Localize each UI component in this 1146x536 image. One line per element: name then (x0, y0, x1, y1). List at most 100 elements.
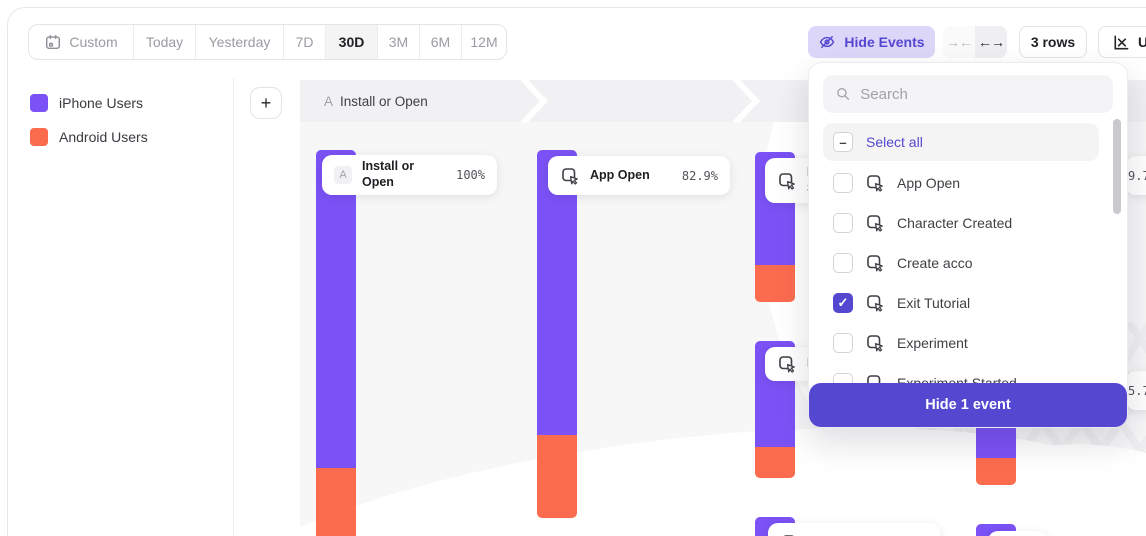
event-item-app-open[interactable]: App Open (823, 163, 1099, 203)
event-item-character-created[interactable]: Character Created (823, 203, 1099, 243)
event-list: App Open Character Created Create acco ✓ Exi… (823, 163, 1113, 403)
range-label: Custom (69, 34, 118, 50)
step-a-badge: A (334, 166, 352, 184)
select-all-checkbox[interactable]: – (833, 132, 853, 152)
range-12m[interactable]: 12M (462, 25, 506, 59)
card-value: 82.9% (681, 168, 718, 183)
funnel-step-header-2[interactable] (528, 80, 752, 122)
range-label: Yesterday (208, 34, 271, 50)
range-30d[interactable]: 30D (326, 25, 378, 59)
event-click-icon (867, 295, 883, 312)
android-users-segment[interactable] (537, 435, 577, 518)
android-users-segment[interactable] (976, 458, 1016, 485)
funnel-bar[interactable] (976, 420, 1016, 485)
event-label: Character Created (897, 215, 1013, 231)
android-users-segment[interactable] (755, 265, 795, 302)
legend-label: iPhone Users (59, 95, 144, 111)
rows-label: 3 rows (1030, 34, 1076, 50)
add-step-button[interactable]: + (250, 87, 282, 119)
range-custom[interactable]: Custom (29, 25, 134, 59)
search-input[interactable] (860, 85, 1101, 103)
funnel-card-partial-1[interactable]: 9.7% (1126, 156, 1146, 195)
funnel-card-app-open[interactable]: App Open 82.9% (548, 156, 730, 195)
event-click-icon (777, 171, 797, 191)
event-label: Exit Tutorial (897, 295, 971, 311)
step-badge: A (324, 93, 334, 109)
range-today[interactable]: Today (134, 25, 196, 59)
funnel-card-install-or-open[interactable]: A Install or Open 100% (322, 155, 497, 195)
hide-events-action-label: Hide 1 event (925, 397, 1011, 413)
range-label: 30D (338, 34, 365, 50)
legend-item-iphone[interactable]: iPhone Users (30, 94, 143, 112)
checkbox[interactable] (833, 333, 853, 353)
event-click-icon (867, 255, 883, 272)
collapse-columns-icon[interactable]: →← (943, 26, 975, 58)
width-toggle-control: →← ←→ (943, 26, 1007, 58)
range-yesterday[interactable]: Yesterday (196, 25, 284, 59)
hide-selected-events-button[interactable]: Hide 1 event (809, 383, 1127, 427)
users-chart-button[interactable]: U (1098, 26, 1146, 58)
range-label: 7D (295, 34, 314, 50)
event-label: Experiment (897, 335, 968, 351)
range-6m[interactable]: 6M (420, 25, 462, 59)
event-label: Create acco (897, 255, 973, 271)
funnel-bar[interactable] (316, 150, 356, 536)
event-click-icon (779, 172, 795, 190)
hide-events-dropdown: – Select all App Open Character Created Cr… (808, 62, 1128, 428)
event-item-create-acco[interactable]: Create acco (823, 243, 1099, 283)
select-all-row[interactable]: – Select all (823, 123, 1099, 161)
chart-icon (1114, 35, 1129, 49)
iphone-users-segment[interactable] (316, 150, 356, 468)
android-swatch (30, 128, 48, 146)
funnel-step-header-1[interactable]: A Install or Open (300, 80, 540, 122)
android-users-segment[interactable] (755, 447, 795, 478)
search-icon (837, 88, 850, 100)
range-3m[interactable]: 3M (378, 25, 420, 59)
expand-columns-icon[interactable]: ←→ (975, 26, 1007, 58)
event-item-experiment[interactable]: Experiment (823, 323, 1099, 363)
event-click-icon (867, 175, 883, 192)
event-click-icon (867, 215, 883, 232)
range-label: 12M (470, 34, 498, 50)
checkbox[interactable] (833, 213, 853, 233)
android-users-segment[interactable] (316, 468, 356, 536)
hide-events-label: Hide Events (844, 34, 925, 50)
card-value: 5.7% (1128, 383, 1146, 398)
legend-item-android[interactable]: Android Users (30, 128, 148, 146)
legend-label: Android Users (59, 129, 148, 145)
funnel-bar[interactable] (537, 150, 577, 518)
range-7d[interactable]: 7D (284, 25, 326, 59)
dropdown-scrollbar[interactable] (1113, 119, 1121, 214)
event-click-icon (779, 356, 795, 373)
checkbox[interactable] (833, 173, 853, 193)
iphone-users-segment[interactable] (537, 150, 577, 435)
event-label: App Open (897, 175, 961, 191)
funnel-card-bottom-left[interactable] (768, 523, 940, 536)
event-click-icon (777, 354, 797, 374)
event-click-icon (560, 166, 580, 186)
card-value: 9.7% (1128, 168, 1146, 183)
rows-button[interactable]: 3 rows (1019, 26, 1087, 58)
calendar-icon (46, 34, 61, 50)
hide-events-button[interactable]: Hide Events (808, 26, 935, 58)
iphone-swatch (30, 94, 48, 112)
eye-off-icon (820, 36, 835, 48)
users-label: U (1138, 34, 1146, 50)
event-search[interactable] (823, 75, 1113, 113)
funnel-card-partial-2[interactable]: 5.7% (1126, 371, 1146, 410)
card-value: 100% (456, 168, 485, 182)
range-label: 6M (430, 34, 451, 50)
event-click-icon (562, 167, 578, 185)
card-label: Install or Open (362, 159, 415, 189)
select-all-label: Select all (866, 134, 923, 150)
event-item-exit-tutorial[interactable]: ✓ Exit Tutorial (823, 283, 1099, 323)
range-label: Today (145, 34, 184, 50)
range-label: 3M (388, 34, 409, 50)
checkbox[interactable]: ✓ (833, 293, 853, 313)
step-label: Install or Open (340, 93, 428, 109)
legend-divider (233, 78, 234, 536)
card-label: App Open (590, 167, 650, 182)
funnel-card-bottom-right[interactable] (988, 531, 1048, 536)
checkbox[interactable] (833, 253, 853, 273)
